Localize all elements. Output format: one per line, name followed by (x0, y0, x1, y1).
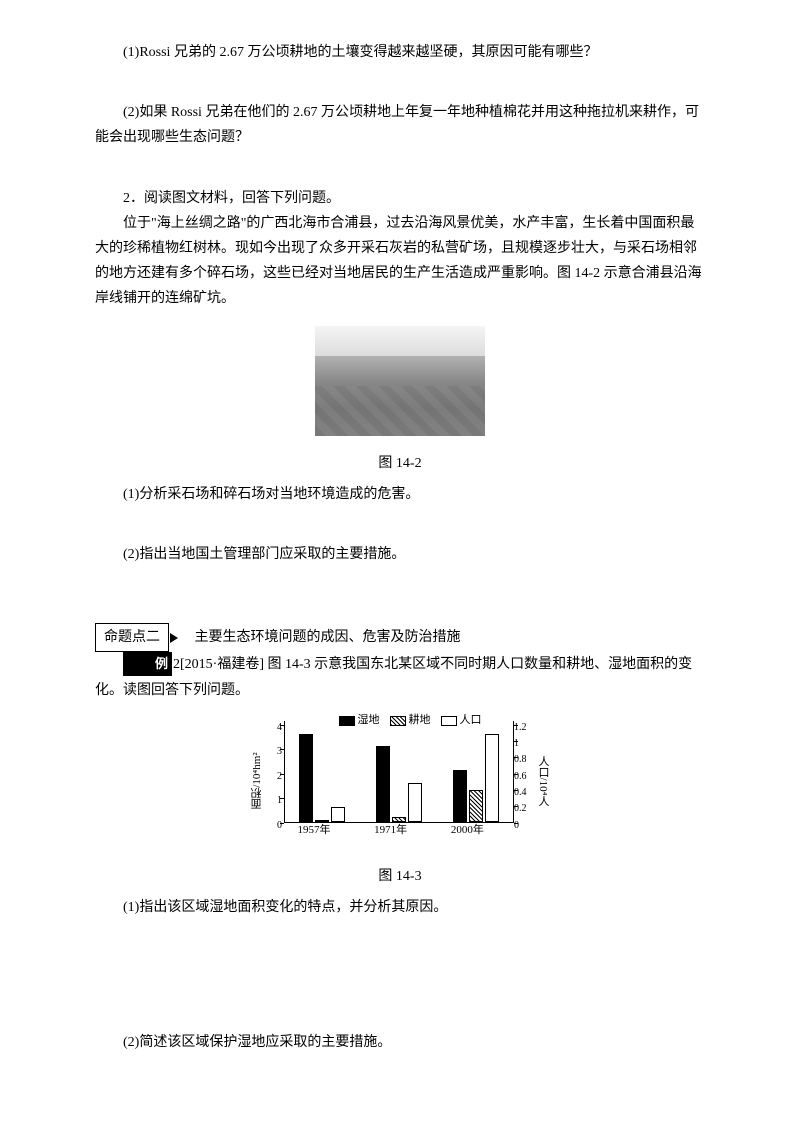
figure-14-3-chart: 湿地 耕地 人口 面积/10⁴hm² 人口/10⁴人 0123400.20.40… (250, 711, 550, 851)
question-2-title: 2．阅读图文材料，回答下列问题。 (95, 186, 705, 211)
question-2-paragraph: 位于"海上丝绸之路"的广西北海市合浦县，过去沿海风景优美，水产丰富，生长着中国面… (95, 211, 705, 312)
example-badge: 例 (123, 652, 172, 675)
example-source: [2015·福建卷] 图 14-3 示意我国东北某区域不同时期人口数量和耕地、湿… (95, 657, 692, 697)
question-1-1: (1)Rossi 兄弟的 2.67 万公顷耕地的土壤变得越来越坚硬，其原因可能有… (95, 40, 705, 65)
topic-2-title: 主要生态环境问题的成因、危害及防治措施 (195, 630, 461, 645)
example-2-line: 例2[2015·福建卷] 图 14-3 示意我国东北某区域不同时期人口数量和耕地… (95, 652, 705, 702)
figure-14-2-image (95, 326, 705, 445)
question-1-2: (2)如果 Rossi 兄弟在他们的 2.67 万公顷耕地上年复一年地种植棉花并… (95, 100, 705, 150)
example-number: 2 (173, 657, 180, 672)
figure-14-2-caption: 图 14-2 (95, 451, 705, 476)
topic-box-2: 命题点二 (95, 623, 169, 652)
question-3-1: (1)指出该区域湿地面积变化的特点，并分析其原因。 (95, 895, 705, 920)
question-2-1: (1)分析采石场和碎石场对当地环境造成的危害。 (95, 482, 705, 507)
chart-legend: 湿地 耕地 人口 (310, 711, 510, 731)
figure-14-3-caption: 图 14-3 (95, 864, 705, 889)
question-3-2: (2)简述该区域保护湿地应采取的主要措施。 (95, 1030, 705, 1055)
question-2-2: (2)指出当地国土管理部门应采取的主要措施。 (95, 542, 705, 567)
